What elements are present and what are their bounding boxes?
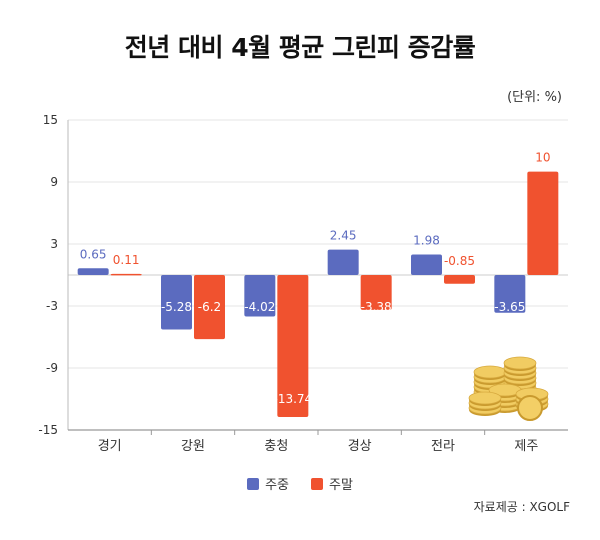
legend-swatch-weekday <box>247 477 260 490</box>
bar-weekend <box>194 275 225 340</box>
data-label: -5.28 <box>161 300 192 314</box>
x-tick-label: 경상 <box>348 439 372 454</box>
data-label: 0.65 <box>80 247 107 261</box>
coin-stack-icon <box>468 356 549 421</box>
bar-weekend <box>110 273 142 276</box>
bar-weekend <box>277 275 309 417</box>
bar-weekend <box>527 171 559 275</box>
data-label: 10 <box>535 151 550 165</box>
bar-weekday <box>327 249 359 275</box>
y-tick-label: -15 <box>38 423 58 437</box>
x-tick-label: 경기 <box>98 439 122 454</box>
data-label: -3.38 <box>361 300 392 314</box>
data-label: 0.11 <box>113 253 140 267</box>
x-tick-label: 강원 <box>181 439 205 454</box>
data-label: -0.85 <box>444 254 475 268</box>
y-tick-label: 3 <box>50 237 58 251</box>
data-label: -13.74 <box>273 392 312 406</box>
chart-title: 전년 대비 4월 평균 그린피 증감률 <box>124 33 476 62</box>
data-label: 1.98 <box>413 234 440 248</box>
bar-weekend <box>360 275 392 310</box>
legend-item-weekend: 주말 <box>311 474 353 493</box>
bar-weekday <box>244 275 276 317</box>
y-tick-label: -9 <box>46 361 58 375</box>
legend-label-weekend: 주말 <box>329 478 353 493</box>
data-label: -4.02 <box>244 300 275 314</box>
bar-weekday <box>494 275 526 313</box>
y-tick-label: -3 <box>46 299 58 313</box>
x-tick-label: 전라 <box>431 439 455 454</box>
legend-item-weekday: 주중 <box>247 474 289 493</box>
source-note: 자료제공 : XGOLF <box>473 500 570 514</box>
y-tick-label: 15 <box>43 113 58 127</box>
data-label: -3.65 <box>494 300 525 314</box>
bar-weekday <box>77 268 109 275</box>
data-label: -6.2 <box>198 300 221 314</box>
chart-legend: 주중 주말 <box>0 474 600 493</box>
bar-weekday <box>411 254 442 275</box>
unit-label: (단위: %) <box>507 90 562 105</box>
bar-weekend <box>444 275 475 284</box>
y-tick-label: 9 <box>50 175 58 189</box>
data-label: 2.45 <box>330 229 357 243</box>
x-tick-label: 제주 <box>514 439 538 454</box>
bar-weekday <box>161 275 192 330</box>
x-tick-label: 충청 <box>264 439 288 454</box>
legend-swatch-weekend <box>311 477 323 490</box>
legend-label-weekday: 주중 <box>265 478 289 493</box>
